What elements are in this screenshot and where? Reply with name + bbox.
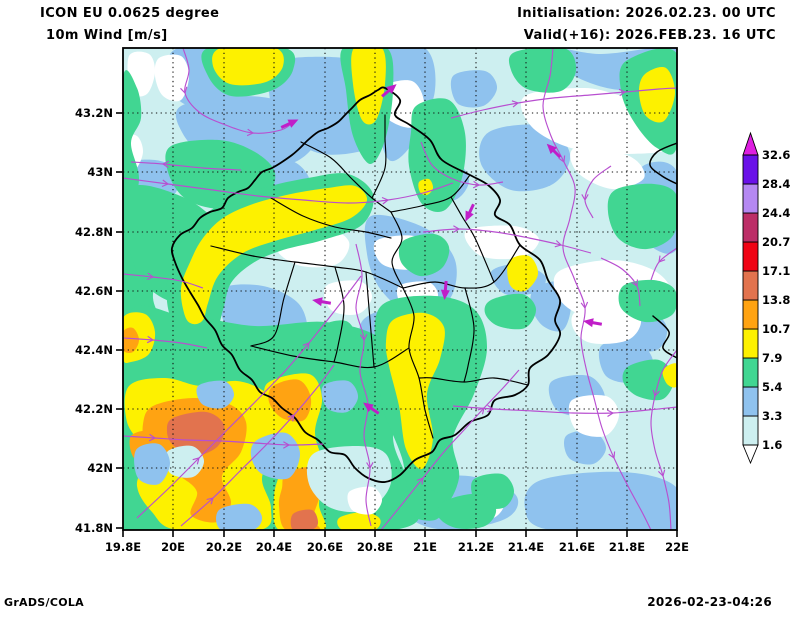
graticule: [123, 48, 677, 530]
kosovo-outer-border: [170, 86, 562, 483]
colorbar-arrow-top: [742, 131, 759, 156]
colorbar-level-label: 32.6: [762, 148, 790, 162]
lon-tick-label: 20.8E: [357, 540, 393, 554]
lon-tick-label: 19.8E: [105, 540, 141, 554]
map-frame: [122, 47, 678, 531]
colorbar-level-label: 5.4: [762, 380, 782, 394]
colorbar-level-label: 24.4: [762, 206, 790, 220]
valid-time-label: Valid(+16): 2026.FEB.23. 16 UTC: [523, 28, 776, 43]
lat-tick-label: 43N: [87, 165, 113, 179]
colorbar-level-label: 1.6: [762, 438, 782, 452]
lon-tick-label: 20.4E: [256, 540, 292, 554]
field-layer-wind-below-1.6: [123, 51, 677, 519]
lon-tick-label: 20E: [161, 540, 185, 554]
lat-tick-label: 42.2N: [75, 402, 113, 416]
grads-credit: GrADS/COLA: [4, 596, 84, 609]
field-title: 10m Wind [m/s]: [46, 28, 168, 43]
lon-tick-label: 21.6E: [559, 540, 595, 554]
lon-tick-label: 20.6E: [307, 540, 343, 554]
lon-tick-label: 22E: [665, 540, 689, 554]
init-time-label: Initialisation: 2026.02.23. 00 UTC: [517, 6, 776, 21]
field-layer-wind-14to17: [166, 411, 319, 530]
colorbar-level-label: 13.8: [762, 293, 790, 307]
map-area: [123, 48, 677, 530]
lon-tick-label: 21.2E: [458, 540, 494, 554]
lat-tick-label: 42.8N: [75, 225, 113, 239]
colorbar-legend: 1.6 3.3 5.4 7.9 10.7 13.8 17.1 20.7 24.4 28.4 32.6: [742, 131, 790, 465]
colorbar-level-label: 7.9: [762, 351, 782, 365]
colorbar-level-label: 20.7: [762, 235, 790, 249]
colorbar-level-label: 3.3: [762, 409, 782, 423]
colorbar-level-label: 17.1: [762, 264, 790, 278]
field-layer-pocket-blue: [134, 380, 359, 530]
wind-speed-field: [123, 48, 677, 530]
model-title: ICON EU 0.0625 degree: [40, 6, 220, 21]
lon-tick-label: 21E: [413, 540, 437, 554]
lat-tick-label: 42N: [87, 461, 113, 475]
lat-tick-label: 41.8N: [75, 521, 113, 535]
lon-tick-label: 21.8E: [609, 540, 645, 554]
colorbar-level-label: 10.7: [762, 322, 790, 336]
colorbar-level-label: 28.4: [762, 177, 790, 191]
colorbar-arrow-bottom: [742, 444, 759, 465]
kosovo-borders: [170, 86, 677, 483]
lon-tick-label: 20.2E: [206, 540, 242, 554]
creation-timestamp: 2026-02-23-04:26: [647, 595, 772, 609]
lat-tick-label: 43.2N: [75, 106, 113, 120]
lat-tick-label: 42.6N: [75, 284, 113, 298]
axes: 43.2N 43N 42.8N 42.6N 42.4N 42.2N 42N 41.8N 19.8…: [75, 106, 689, 554]
lon-tick-label: 21.4E: [508, 540, 544, 554]
field-layer-pocket-white: [347, 486, 382, 515]
wind-streamlines: [123, 48, 677, 530]
lat-tick-label: 42.4N: [75, 343, 113, 357]
